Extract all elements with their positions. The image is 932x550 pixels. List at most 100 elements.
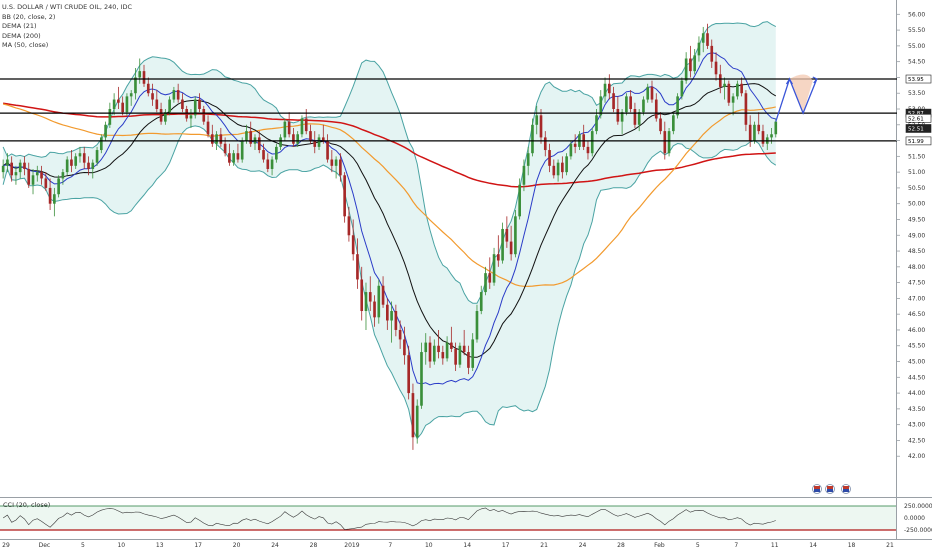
candle-body <box>543 137 547 151</box>
candle-body <box>181 99 184 110</box>
candle-body <box>642 99 645 113</box>
candle-body <box>637 112 641 125</box>
candle-body <box>343 175 346 217</box>
price-tick-label: 42.50 <box>908 437 925 444</box>
candle-body <box>339 159 342 176</box>
bb-upper-line <box>2 21 777 304</box>
candle-body <box>415 405 419 438</box>
price-axis: 56.0055.5055.0054.5054.0053.5053.0052.50… <box>896 11 932 460</box>
legend-dema200[interactable]: DEMA (200) <box>2 31 41 40</box>
candle-body <box>514 216 517 255</box>
chart-legend: U.S. DOLLAR / WTI CRUDE OIL, 240, IDC BB… <box>2 3 132 51</box>
candle-body <box>590 131 594 154</box>
time-tick-label: 14 <box>809 542 817 549</box>
candle-body <box>330 159 334 166</box>
candle-body <box>633 109 637 125</box>
candle-body <box>44 178 48 188</box>
candle-body <box>91 162 95 169</box>
time-tick-label: 18 <box>848 542 856 549</box>
candle-body <box>360 279 364 312</box>
time-tick-label: 17 <box>502 542 510 549</box>
candle-body <box>684 58 688 81</box>
legend-dema21[interactable]: DEMA (21) <box>2 22 37 31</box>
candle-body <box>714 61 718 75</box>
horizontal-levels <box>0 78 897 142</box>
price-tick-label: 44.00 <box>908 390 925 397</box>
legend-ma50[interactable]: MA (50, close) <box>2 41 49 50</box>
legend-symbol[interactable]: U.S. DOLLAR / WTI CRUDE OIL, 240, IDC <box>2 3 133 11</box>
candle-body <box>774 121 778 135</box>
candle-body <box>164 112 167 122</box>
candle-body <box>70 159 73 166</box>
candle-body <box>386 304 389 321</box>
candle-body <box>727 83 731 103</box>
candle-body <box>565 156 568 173</box>
candle-body <box>467 352 470 368</box>
time-tick-label: 24 <box>271 542 279 549</box>
candle-body <box>146 83 150 94</box>
time-tick-label: 11 <box>771 542 779 549</box>
price-tag-box <box>905 136 932 146</box>
event-markers <box>812 484 851 494</box>
forecast-arrowhead <box>812 76 818 84</box>
candle-body <box>761 131 765 144</box>
candle-body <box>31 175 35 185</box>
price-tick-label: 49.00 <box>908 232 925 239</box>
forecast-zone <box>789 74 813 114</box>
candle-body <box>667 131 671 154</box>
candle-body <box>706 33 709 46</box>
price-tag-label: 51.99 <box>908 139 924 145</box>
time-tick-label: 10 <box>117 542 125 549</box>
cci-legend[interactable]: CCI (20, close) <box>3 501 51 509</box>
time-tick-label: 20 <box>233 542 241 549</box>
candle-body <box>403 339 406 356</box>
time-tick-label: 5 <box>696 542 700 549</box>
candle-body <box>300 118 304 135</box>
candle-body <box>518 184 521 217</box>
cci-line <box>2 507 776 530</box>
price-tick-label: 50.00 <box>908 201 925 208</box>
price-tick-label: 55.00 <box>908 43 925 50</box>
candle-body <box>462 345 466 353</box>
candle-body <box>535 115 539 125</box>
candle-body <box>279 137 282 147</box>
candle-body <box>240 140 244 160</box>
time-tick-label: 7 <box>734 542 738 549</box>
candle-body <box>283 121 287 138</box>
candle-body <box>172 90 176 100</box>
candle-body <box>676 96 679 116</box>
candle-body <box>364 292 368 312</box>
candle-body <box>10 162 13 176</box>
candle-body <box>368 292 372 302</box>
candle-body <box>104 124 107 138</box>
candle-body <box>356 254 359 280</box>
legend-bb[interactable]: BB (20, close, 2) <box>2 12 56 21</box>
candle-body <box>509 241 513 255</box>
candle-body <box>112 99 116 110</box>
candle-body <box>505 228 509 242</box>
candle-body <box>748 124 752 141</box>
candle-body <box>87 162 90 169</box>
candle-body <box>526 153 530 166</box>
candle-body <box>142 71 146 84</box>
candle-body <box>620 112 624 122</box>
cci-indicator: 250.0000 0.0000 -250.0000 <box>0 503 932 534</box>
candle-body <box>437 345 440 353</box>
event-flag-red <box>827 486 833 489</box>
candle-body <box>125 96 129 113</box>
candle-body <box>108 109 112 125</box>
candle-body <box>193 99 197 116</box>
cci-tick-label: 250.0000 <box>904 503 932 510</box>
price-tick-label: 49.50 <box>908 216 925 223</box>
candle-body <box>270 159 274 169</box>
price-tag-label: 53.95 <box>908 77 924 83</box>
candle-body <box>23 162 26 169</box>
bollinger-bands <box>2 21 777 440</box>
candle-body <box>723 83 726 87</box>
event-flag-red <box>814 486 820 489</box>
candle-body <box>689 58 692 72</box>
candle-body <box>6 159 9 166</box>
candle-body <box>121 102 124 113</box>
candle-body <box>18 162 22 173</box>
price-tick-label: 44.50 <box>908 374 925 381</box>
